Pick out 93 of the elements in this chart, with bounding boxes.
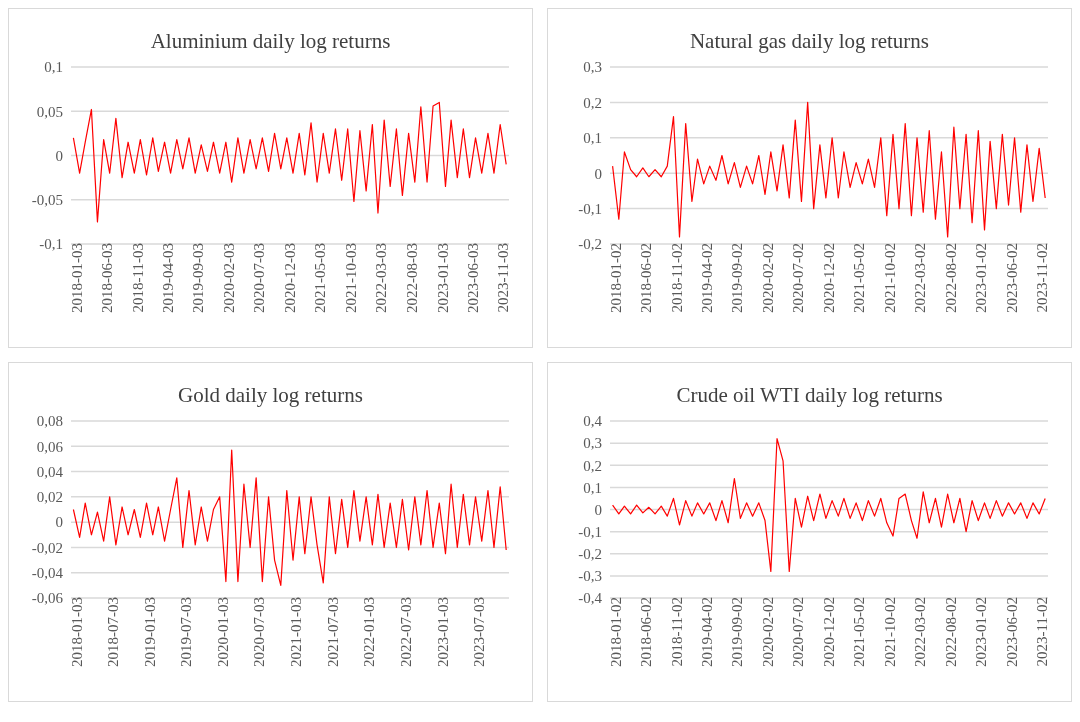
- y-tick-label: 0: [594, 165, 602, 182]
- x-tick-label: 2022-01-03: [361, 597, 378, 667]
- x-tick-label: 2020-12-02: [820, 597, 837, 667]
- x-tick-label: 2021-05-02: [851, 597, 868, 667]
- x-tick-label: 2021-01-03: [288, 597, 305, 667]
- x-tick-label: 2019-04-03: [159, 243, 176, 313]
- x-tick-label: 2019-04-02: [698, 243, 715, 313]
- line-series: [72, 449, 507, 586]
- y-tick-label: -0,02: [31, 539, 63, 556]
- x-tick-label: 2023-11-02: [1034, 243, 1051, 313]
- x-tick-label: 2023-07-03: [470, 597, 487, 667]
- y-tick-label: 0,04: [36, 463, 64, 480]
- x-tick-label: 2023-01-03: [434, 597, 451, 667]
- y-tick-label: 0: [55, 514, 63, 531]
- x-tick-label: 2019-09-03: [190, 243, 207, 313]
- x-tick-label: 2018-01-03: [68, 597, 85, 667]
- x-tick-label: 2022-08-03: [403, 243, 420, 313]
- x-tick-label: 2018-11-02: [668, 243, 685, 313]
- y-tick-label: 0: [594, 501, 602, 518]
- x-tick-label: 2023-01-03: [434, 243, 451, 313]
- y-tick-label: -0,04: [31, 565, 64, 582]
- x-tick-label: 2023-11-02: [1034, 597, 1051, 667]
- x-tick-label: 2020-12-02: [820, 243, 837, 313]
- x-tick-label: 2022-08-02: [942, 597, 959, 667]
- x-tick-label: 2019-09-02: [729, 243, 746, 313]
- y-tick-label: -0,05: [31, 192, 63, 209]
- chart-title: Aluminium daily log returns: [149, 28, 392, 55]
- x-tick-label: 2020-07-02: [790, 243, 807, 313]
- y-tick-label: -0,1: [578, 523, 602, 540]
- x-tick-label: 2022-07-03: [397, 597, 414, 667]
- x-tick-label: 2018-06-02: [637, 243, 654, 313]
- x-tick-label: 2018-11-02: [668, 597, 685, 667]
- y-tick-label: -0,2: [578, 546, 602, 563]
- y-tick-label: 0,1: [44, 59, 63, 76]
- y-tick-label: 0,1: [583, 479, 602, 496]
- y-tick-label: 0: [55, 147, 63, 164]
- x-tick-label: 2022-08-02: [942, 243, 959, 313]
- y-tick-label: 0,3: [583, 435, 602, 452]
- x-tick-label: 2020-07-03: [251, 243, 268, 313]
- x-tick-label: 2021-05-03: [312, 243, 329, 313]
- y-tick-label: 0,3: [583, 59, 602, 76]
- x-tick-label: 2019-04-02: [698, 597, 715, 667]
- x-tick-label: 2023-01-02: [973, 243, 990, 313]
- x-tick-label: 2021-10-03: [342, 243, 359, 313]
- x-tick-label: 2021-10-02: [881, 597, 898, 667]
- y-tick-label: 0,08: [36, 413, 63, 430]
- x-tick-label: 2018-01-02: [607, 597, 624, 667]
- y-tick-label: -0,1: [578, 200, 602, 217]
- y-tick-label: 0,05: [36, 103, 63, 120]
- y-tick-label: -0,06: [31, 590, 64, 607]
- y-tick-label: 0,2: [583, 94, 602, 111]
- x-tick-label: 2019-09-02: [729, 597, 746, 667]
- x-tick-label: 2023-01-02: [973, 597, 990, 667]
- x-tick-label: 2020-02-03: [221, 243, 238, 313]
- x-tick-label: 2018-11-03: [129, 243, 146, 313]
- x-tick-label: 2023-06-02: [1003, 243, 1020, 313]
- x-tick-label: 2023-11-03: [495, 243, 512, 313]
- x-tick-label: 2018-06-03: [98, 243, 115, 313]
- y-tick-label: -0,4: [578, 590, 603, 607]
- x-tick-label: 2019-01-03: [141, 597, 158, 667]
- x-tick-label: 2023-06-03: [464, 243, 481, 313]
- y-tick-label: 0,2: [583, 457, 602, 474]
- x-tick-label: 2018-07-03: [104, 597, 121, 667]
- y-tick-label: -0,2: [578, 236, 602, 253]
- x-tick-label: 2023-06-02: [1003, 597, 1020, 667]
- line-series: [72, 101, 507, 223]
- x-tick-label: 2018-01-02: [607, 243, 624, 313]
- y-tick-label: 0,06: [36, 438, 64, 455]
- x-tick-label: 2022-03-03: [373, 243, 390, 313]
- x-tick-label: 2022-03-02: [912, 243, 929, 313]
- x-tick-label: 2020-02-02: [760, 243, 777, 313]
- y-tick-label: -0,1: [39, 236, 63, 253]
- y-tick-label: 0,1: [583, 130, 602, 147]
- chart-title: Crude oil WTI daily log returns: [675, 382, 944, 409]
- line-series: [612, 101, 1046, 238]
- y-tick-label: -0,3: [578, 568, 602, 585]
- x-tick-label: 2020-02-02: [760, 597, 777, 667]
- x-tick-label: 2020-07-03: [251, 597, 268, 667]
- y-tick-label: 0,02: [36, 489, 63, 506]
- chart-title: Gold daily log returns: [177, 382, 364, 409]
- x-tick-label: 2020-01-03: [214, 597, 231, 667]
- line-series: [612, 438, 1046, 573]
- y-tick-label: 0,4: [583, 413, 603, 430]
- x-tick-label: 2022-03-02: [912, 597, 929, 667]
- x-tick-label: 2021-05-02: [851, 243, 868, 313]
- x-tick-label: 2018-01-03: [68, 243, 85, 313]
- x-tick-label: 2020-12-03: [282, 243, 299, 313]
- x-tick-label: 2021-10-02: [881, 243, 898, 313]
- x-tick-label: 2019-07-03: [178, 597, 195, 667]
- x-tick-label: 2021-07-03: [324, 597, 341, 667]
- x-tick-label: 2018-06-02: [637, 597, 654, 667]
- chart-title: Natural gas daily log returns: [688, 28, 931, 55]
- x-tick-label: 2020-07-02: [790, 597, 807, 667]
